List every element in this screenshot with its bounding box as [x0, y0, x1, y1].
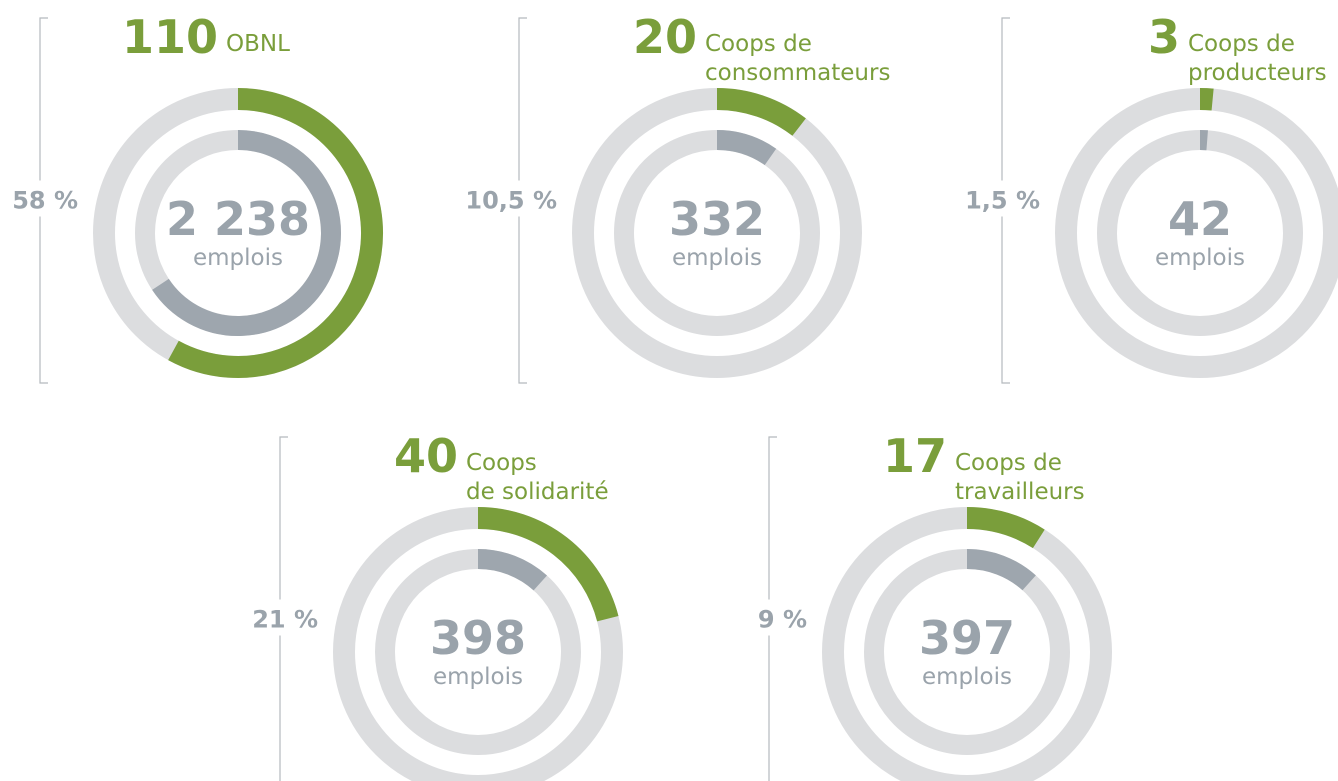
count: 20 — [633, 10, 697, 64]
category-label: Coops de — [955, 450, 1062, 476]
category-label: de solidarité — [466, 479, 609, 505]
jobs-arc — [152, 130, 341, 336]
jobs-unit: emplois — [193, 245, 283, 271]
jobs-value: 332 — [669, 192, 765, 246]
jobs-value: 2 238 — [166, 192, 310, 246]
jobs-value: 42 — [1168, 192, 1232, 246]
count: 110 — [122, 10, 218, 64]
jobs-value: 397 — [919, 611, 1015, 665]
percent-label: 9 % — [758, 606, 807, 634]
jobs-value: 398 — [430, 611, 526, 665]
category-label: consommateurs — [705, 60, 890, 86]
share-arc — [168, 88, 383, 378]
jobs-unit: emplois — [922, 664, 1012, 690]
jobs-unit: emplois — [433, 664, 523, 690]
percent-label: 10,5 % — [465, 187, 557, 215]
jobs-arc — [716, 130, 777, 166]
category-label: travailleurs — [955, 479, 1085, 505]
count: 3 — [1148, 10, 1180, 64]
category-label: producteurs — [1188, 60, 1327, 86]
label-bg — [724, 599, 814, 636]
category-label: Coops de — [705, 31, 812, 57]
share-arc — [966, 507, 1045, 549]
category-label: OBNL — [226, 31, 290, 57]
share-arc — [716, 88, 806, 136]
share-arc — [477, 507, 619, 622]
jobs-arc — [477, 549, 547, 591]
label-bg — [235, 599, 325, 636]
jobs-unit: emplois — [1155, 245, 1245, 271]
jobs-arc — [966, 549, 1036, 591]
jobs-unit: emplois — [672, 245, 762, 271]
category-label: Coops de — [1188, 31, 1295, 57]
percent-label: 1,5 % — [965, 187, 1040, 215]
label-bg — [474, 180, 564, 217]
category-label: Coops — [466, 450, 537, 476]
percent-label: 58 % — [12, 187, 78, 215]
label-bg — [0, 180, 85, 217]
percent-label: 21 % — [252, 606, 318, 634]
count: 17 — [883, 429, 947, 483]
share-arc — [1199, 88, 1214, 111]
label-bg — [957, 180, 1047, 217]
count: 40 — [394, 429, 458, 483]
